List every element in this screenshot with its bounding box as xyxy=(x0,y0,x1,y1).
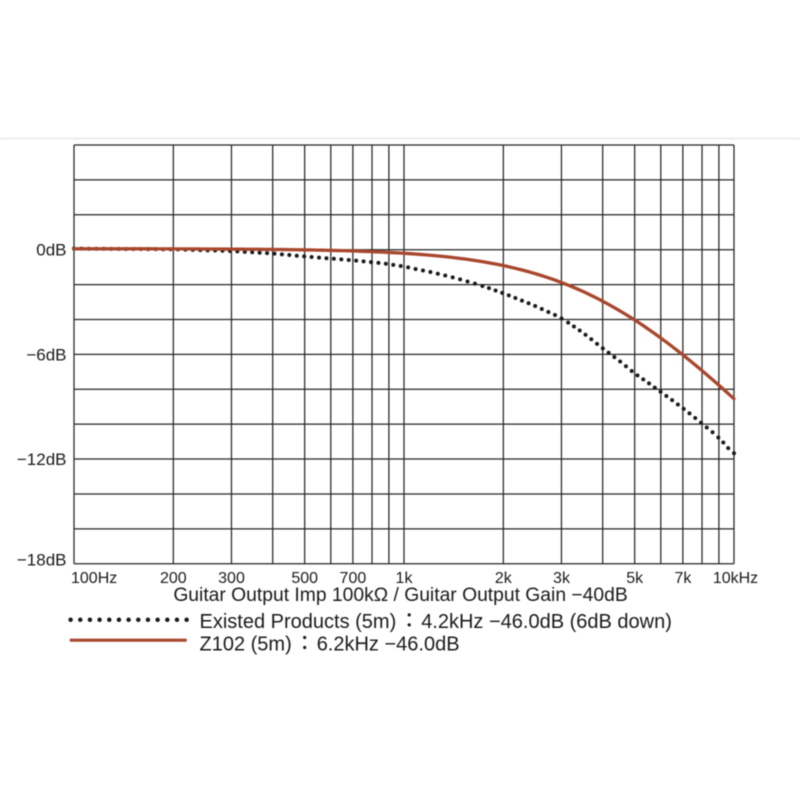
svg-text:100Hz: 100Hz xyxy=(71,570,117,587)
svg-text:5k: 5k xyxy=(626,570,644,587)
svg-text:2k: 2k xyxy=(495,570,513,587)
svg-text:−6dB: −6dB xyxy=(26,345,66,364)
svg-text:3k: 3k xyxy=(553,570,571,587)
svg-text:Existed Products (5m): Existed Products (5m) xyxy=(200,611,397,633)
svg-text:500: 500 xyxy=(291,570,318,587)
svg-text:Guitar Output Imp 100kΩ / Guit: Guitar Output Imp 100kΩ / Guitar Output … xyxy=(173,585,627,606)
svg-text:Z102 (5m): Z102 (5m) xyxy=(200,633,292,655)
svg-text:200: 200 xyxy=(160,570,187,587)
svg-text:6.2kHz −46.0dB: 6.2kHz −46.0dB xyxy=(317,633,460,655)
svg-text:−12dB: −12dB xyxy=(17,450,67,469)
svg-text:0dB: 0dB xyxy=(36,241,66,260)
svg-text:10kHz: 10kHz xyxy=(713,570,758,587)
svg-text:4.2kHz −46.0dB (6dB down): 4.2kHz −46.0dB (6dB down) xyxy=(421,611,672,633)
svg-text:700: 700 xyxy=(340,570,367,587)
svg-text:7k: 7k xyxy=(674,570,692,587)
svg-text:300: 300 xyxy=(218,570,245,587)
svg-text:1k: 1k xyxy=(396,570,414,587)
svg-text:−18dB: −18dB xyxy=(17,550,67,569)
